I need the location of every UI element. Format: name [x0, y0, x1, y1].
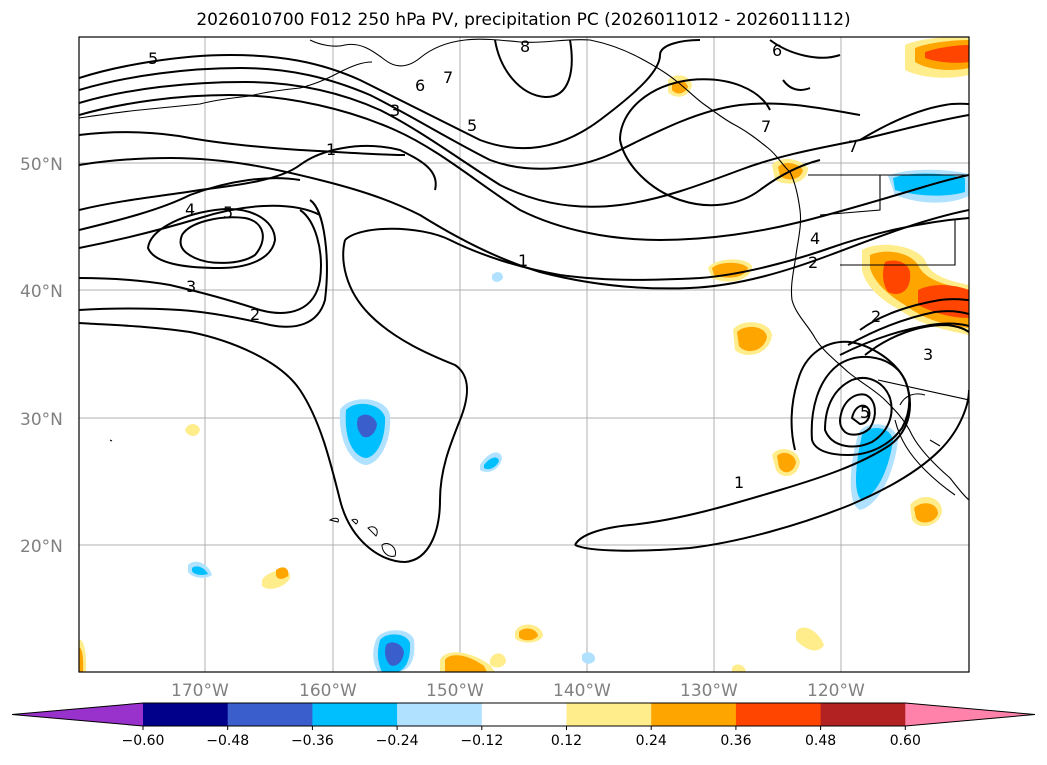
contour-label-3: 3 — [390, 101, 400, 120]
contour-label-2c: 2 — [871, 307, 881, 326]
contour-label-7b: 7 — [761, 117, 771, 136]
coastlines — [79, 38, 969, 501]
contour-label-5c: 5 — [223, 203, 233, 222]
contour-label-6: 6 — [772, 41, 782, 60]
lat-label-40n: 40°N — [20, 282, 63, 302]
colorbar-tick-label: −0.48 — [206, 733, 249, 749]
lon-label-140w: 140°W — [553, 681, 611, 701]
lat-labels: 50°N 40°N 30°N 20°N — [20, 155, 63, 557]
colorbar-swatch — [481, 703, 567, 726]
contour-label-3c: 3 — [923, 345, 933, 364]
contour-label-1: 1 — [326, 140, 336, 159]
colorbar-swatch — [143, 703, 229, 726]
colorbar-tick-label: −0.60 — [122, 733, 165, 749]
contour-label-1b: 1 — [518, 251, 528, 270]
contour-label-7: 7 — [443, 68, 453, 87]
chart-title: 2026010700 F012 250 hPa PV, precipitatio… — [196, 10, 851, 30]
map-frame — [78, 36, 970, 673]
lon-label-150w: 150°W — [426, 681, 484, 701]
colorbar-extend-low — [12, 703, 143, 726]
lat-label-30n: 30°N — [20, 410, 63, 430]
colorbar-tick-label: −0.36 — [291, 733, 334, 749]
contour-label-2: 2 — [250, 305, 260, 324]
lon-label-130w: 130°W — [680, 681, 738, 701]
colorbar-swatch — [312, 703, 398, 726]
colorbar-swatch — [397, 703, 483, 726]
contour-label-5d: 5 — [860, 403, 870, 422]
colorbar-tick-label: 0.48 — [805, 733, 836, 749]
contour-label-4b: 4 — [810, 229, 820, 248]
colorbar-tick-label: 0.12 — [551, 733, 582, 749]
map-background — [79, 37, 969, 672]
colorbar-swatch — [651, 703, 737, 726]
contour-labels: 5 8 6 7 6 3 5 1 7 4 5 3 2 1 4 2 2 3 5 1 … — [148, 37, 933, 492]
contour-label-2b: 2 — [808, 253, 818, 272]
colorbar-tick-label: 0.36 — [720, 733, 751, 749]
pv-contours — [79, 39, 969, 564]
contour-label-5b: 5 — [467, 116, 477, 135]
contour-label-1c: 1 — [734, 473, 744, 492]
lon-labels: 170°W 160°W 150°W 140°W 130°W 120°W — [171, 681, 865, 701]
contour-label-7c: 7 — [848, 137, 858, 156]
lat-label-20n: 20°N — [20, 537, 63, 557]
contour-label-3b: 3 — [186, 277, 196, 296]
lat-label-50n: 50°N — [20, 155, 63, 175]
colorbar-tick-label: −0.24 — [376, 733, 419, 749]
colorbar-tick-label: −0.12 — [460, 733, 503, 749]
colorbar: −0.60 −0.48 −0.36 −0.24 −0.12 0.12 0.24 0.36 0.4… — [11, 702, 1036, 749]
colorbar-swatch — [735, 703, 822, 726]
colorbar-tick-label: 0.24 — [636, 733, 667, 749]
lon-label-160w: 160°W — [299, 681, 357, 701]
colorbar-swatch — [566, 703, 652, 726]
lon-label-170w: 170°W — [171, 681, 229, 701]
islands — [109, 439, 397, 557]
colorbar-swatch — [820, 703, 906, 726]
contour-label-8: 8 — [520, 37, 530, 56]
contour-label-6b: 6 — [415, 76, 425, 95]
colorbar-extend-high — [905, 703, 1035, 726]
lon-label-120w: 120°W — [807, 681, 865, 701]
colorbar-tick-label: 0.60 — [890, 733, 921, 749]
colorbar-swatch — [227, 703, 313, 726]
contour-label-4: 4 — [185, 200, 195, 219]
contour-label-5: 5 — [148, 49, 158, 68]
